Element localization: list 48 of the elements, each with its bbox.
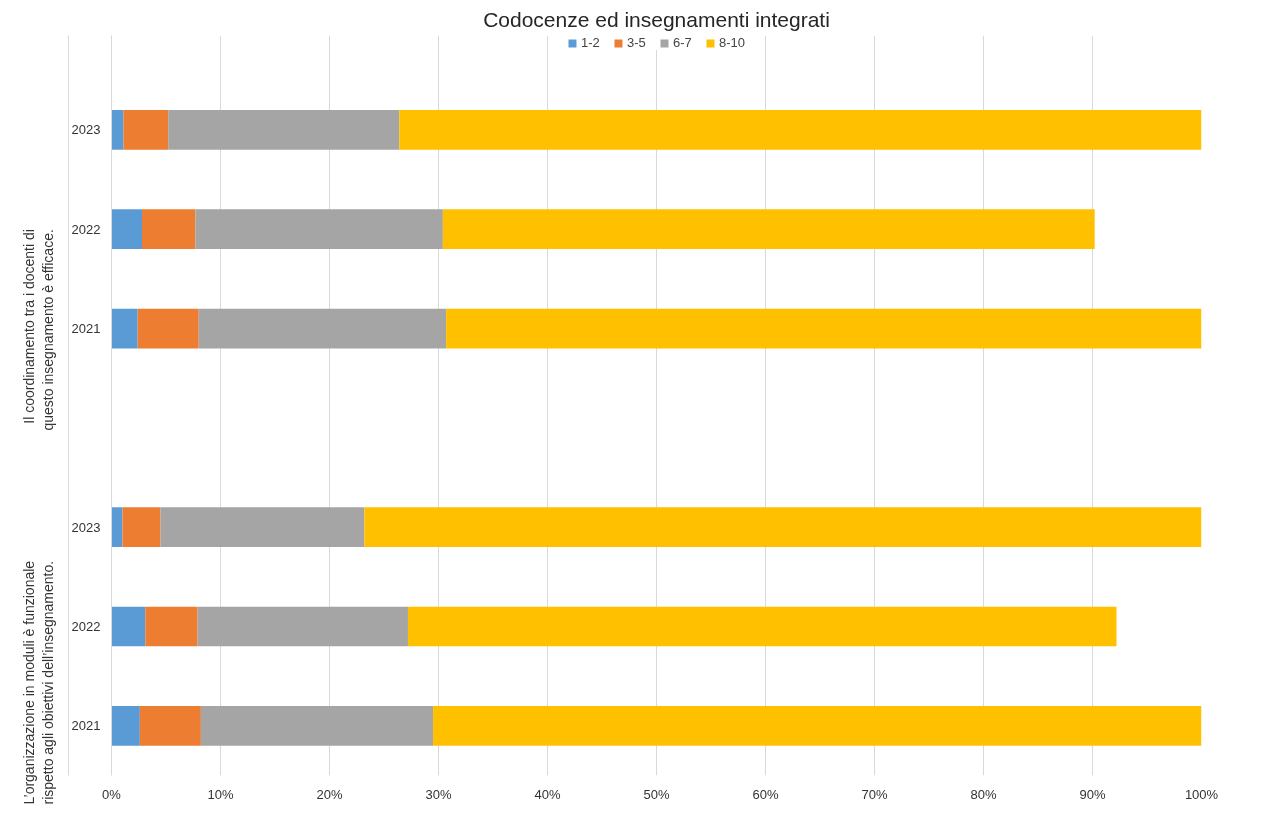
x-tick-label: 60%: [752, 786, 779, 802]
legend-label: 6-7: [672, 35, 693, 50]
bar: [122, 507, 161, 548]
bar: [168, 110, 400, 150]
x-tick-label: 80%: [970, 786, 997, 802]
bar: [111, 209, 143, 250]
bar: [433, 705, 1202, 746]
x-tick-label: 90%: [1079, 786, 1106, 802]
bar: [139, 705, 201, 746]
bar: [137, 308, 199, 349]
bar: [399, 110, 1202, 150]
bar: [407, 606, 1117, 647]
x-tick-label: 70%: [861, 786, 888, 802]
legend-label: 8-10: [718, 35, 746, 50]
x-tick-label: 100%: [1184, 786, 1219, 802]
bar: [364, 507, 1202, 548]
bar: [111, 606, 146, 647]
y-tick-label: 2022: [71, 619, 101, 635]
bar: [111, 705, 140, 746]
text: L’organizzazione in moduli è funzionale rispetto agli obiettivi dell’insegnamento.: [20, 560, 57, 805]
bar: [142, 209, 196, 250]
y-tick-label: 2023: [71, 122, 101, 138]
bar: [111, 507, 123, 548]
y-tick-label: 2021: [71, 321, 101, 337]
x-tick-label: 10%: [207, 786, 234, 802]
bar: [198, 308, 447, 349]
x-tick-label: 40%: [534, 786, 561, 802]
x-tick-label: 0%: [102, 786, 122, 802]
bar: [195, 209, 443, 250]
bar: [111, 308, 138, 349]
bar: [145, 606, 198, 647]
bar: [446, 308, 1202, 349]
bar: [200, 705, 434, 746]
legend-label: 3-5: [626, 35, 647, 50]
legend-label: 1-2: [580, 35, 601, 50]
y-tick-label: 2022: [71, 221, 101, 237]
bar: [442, 209, 1095, 250]
x-tick-label: 50%: [643, 786, 670, 802]
x-tick-label: 30%: [425, 786, 452, 802]
y-tick-label: 2021: [71, 718, 101, 734]
bar: [111, 110, 124, 150]
x-tick-label: 20%: [316, 786, 343, 802]
bar: [123, 110, 169, 150]
text: Il coordinamento tra i docenti di questo insegnamento è efficace.: [20, 229, 57, 431]
bar: [197, 606, 408, 647]
chart-title: Codocenze ed insegnamenti integrati: [483, 7, 830, 31]
y-tick-label: 2023: [71, 519, 101, 535]
bar: [160, 507, 365, 548]
